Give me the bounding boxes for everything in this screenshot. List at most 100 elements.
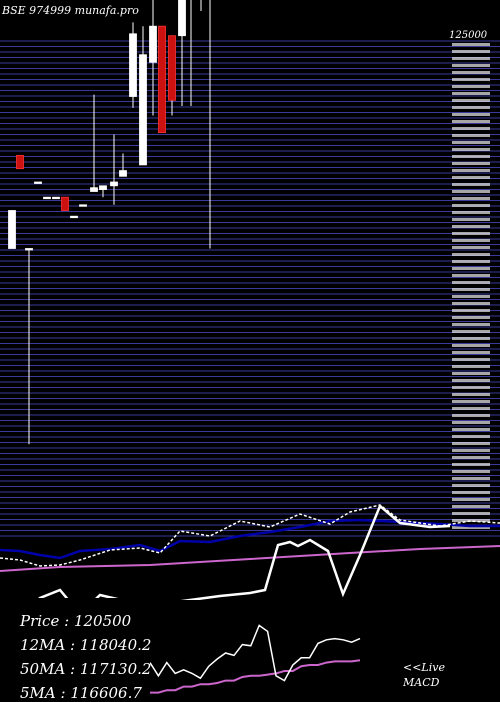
candle-body — [34, 181, 42, 184]
y-tick-mark — [452, 386, 490, 389]
y-tick-mark — [452, 512, 490, 515]
macd-panel-background — [150, 600, 400, 700]
candle-body — [139, 54, 147, 166]
gridlines — [0, 40, 500, 537]
y-tick-mark — [452, 99, 490, 102]
candle-body — [25, 248, 33, 251]
y-tick-mark — [452, 197, 490, 200]
y-tick-mark — [452, 50, 490, 53]
y-tick-mark — [452, 288, 490, 291]
candle-body — [8, 210, 16, 249]
y-tick-mark — [452, 351, 490, 354]
y-tick-mark — [452, 428, 490, 431]
candle-body — [90, 187, 98, 192]
y-tick-mark — [452, 211, 490, 214]
y-tick-mark — [452, 484, 490, 487]
chart-title: BSE 974999 munafa.pro — [2, 4, 139, 17]
candle-body — [79, 204, 87, 207]
y-tick-mark — [452, 155, 490, 158]
y-tick-mark — [452, 337, 490, 340]
y-tick-mark — [452, 169, 490, 172]
y-tick-mark — [452, 435, 490, 438]
candle-body — [16, 154, 24, 170]
candle-body — [168, 35, 176, 101]
y-tick-mark — [452, 190, 490, 193]
legend-12ma-label: 12MA — [20, 636, 66, 654]
y-tick-mark — [452, 239, 490, 242]
legend-price: Price : 120500 — [20, 612, 132, 630]
ma-5-line — [0, 504, 500, 567]
legend-price-value: 120500 — [73, 612, 132, 630]
y-tick-mark — [452, 379, 490, 382]
y-tick-mark — [452, 421, 490, 424]
y-tick-mark — [452, 449, 490, 452]
y-tick-mark — [452, 260, 490, 263]
candle-body — [43, 196, 51, 200]
legend-12ma-value: 118040.2 — [79, 636, 152, 654]
y-tick-mark — [452, 106, 490, 109]
y-tick-mark — [452, 365, 490, 368]
legend-12ma: 12MA : 118040.2 — [20, 636, 152, 654]
live-link[interactable]: <<Live — [403, 661, 445, 674]
macd-lines — [149, 624, 361, 694]
y-tick-mark — [452, 120, 490, 123]
y-tick-mark — [452, 162, 490, 165]
y-tick-mark — [452, 225, 490, 228]
candle-body — [158, 25, 166, 134]
y-tick-mark — [452, 477, 490, 480]
y-tick-mark — [452, 309, 490, 312]
y-tick-labels — [452, 43, 490, 529]
y-tick-mark — [452, 71, 490, 74]
legend-50ma-value: 117130.2 — [79, 660, 152, 678]
y-tick-mark — [452, 281, 490, 284]
y-tick-mark — [452, 274, 490, 277]
y-tick-mark — [452, 204, 490, 207]
y-tick-mark — [452, 253, 490, 256]
y-tick-mark — [452, 302, 490, 305]
legend-5ma-label: 5MA — [20, 684, 56, 702]
y-tick-mark — [452, 456, 490, 459]
y-tick-mark — [452, 267, 490, 270]
candle-body — [129, 33, 137, 97]
y-tick-mark — [452, 316, 490, 319]
candle-body — [149, 25, 157, 63]
legend-5ma: 5MA : 116606.7 — [20, 684, 142, 702]
y-tick-mark — [452, 498, 490, 501]
macd-label: MACD — [403, 676, 440, 689]
y-tick-mark — [452, 127, 490, 130]
candle-body — [178, 0, 186, 37]
y-tick-mark — [452, 113, 490, 116]
candle-body — [99, 185, 107, 191]
y-tick-mark — [452, 232, 490, 235]
y-tick-mark — [452, 218, 490, 221]
candle-body — [110, 181, 118, 187]
candle-body — [70, 215, 78, 219]
y-tick-mark — [452, 526, 490, 529]
y-tick-mark — [452, 393, 490, 396]
y-tick-mark — [452, 442, 490, 445]
live-macd-label: <<Live MACD — [403, 660, 445, 690]
candle-body — [119, 170, 127, 177]
legend-price-label: Price — [20, 612, 60, 630]
legend-50ma: 50MA : 117130.2 — [20, 660, 152, 678]
y-tick-mark — [452, 85, 490, 88]
y-tick-mark — [452, 43, 490, 46]
candles — [8, 0, 211, 445]
macd-line — [149, 624, 361, 682]
y-tick-mark — [452, 519, 490, 522]
y-tick-mark — [452, 141, 490, 144]
macd-signal-line — [150, 659, 361, 694]
legend-50ma-label: 50MA — [20, 660, 66, 678]
y-tick-mark — [452, 400, 490, 403]
y-tick-mark — [452, 358, 490, 361]
y-tick-mark — [452, 134, 490, 137]
y-tick-mark — [452, 491, 490, 494]
y-tick-mark — [452, 407, 490, 410]
y-tick-mark — [452, 78, 490, 81]
y-tick-mark — [452, 295, 490, 298]
y-tick-mark — [452, 246, 490, 249]
y-axis-top-label: 125000 — [449, 30, 488, 41]
legend-panel: Price : 120500 12MA : 118040.2 50MA : 11… — [0, 598, 152, 702]
